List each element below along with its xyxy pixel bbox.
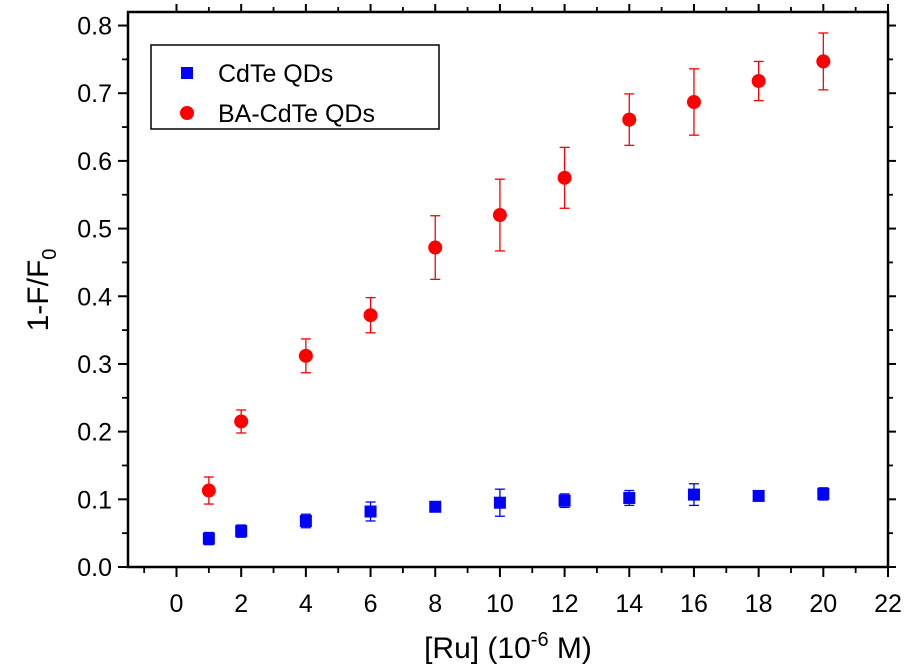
data-point [234, 414, 249, 429]
data-point [752, 489, 765, 502]
y-tick-label: 0.8 [77, 13, 112, 41]
x-tick-label: 6 [364, 590, 378, 618]
y-tick-label: 0.7 [77, 80, 112, 108]
y-tick-label: 0.5 [77, 216, 112, 244]
x-tick-label: 14 [615, 590, 643, 618]
legend: CdTe QDs BA-CdTe QDs [150, 44, 440, 130]
data-point [558, 494, 571, 507]
x-tick-label: 12 [551, 590, 579, 618]
x-tick-label: 22 [874, 590, 902, 618]
y-tick-label: 0.2 [77, 419, 112, 447]
x-tick-label: 18 [745, 590, 773, 618]
data-point [298, 348, 313, 363]
series-ba-cdte-qds [201, 32, 831, 505]
legend-box [150, 44, 440, 130]
x-axis-label: [Ru] (10-6 M) [424, 629, 592, 665]
y-tick-label: 0.6 [77, 148, 112, 176]
data-point [493, 496, 506, 509]
x-tick-label: 0 [170, 590, 184, 618]
y-axis-label: 1-F/F0 [22, 249, 61, 332]
data-point [687, 488, 700, 501]
y-tick-label: 0.4 [77, 283, 112, 311]
data-point [557, 170, 572, 185]
legend-label: BA-CdTe QDs [218, 100, 375, 128]
plot-area [126, 10, 890, 569]
plot-frame [126, 10, 890, 569]
y-tick-label: 0.3 [77, 351, 112, 379]
y-tick-label: 0.0 [77, 554, 112, 582]
x-tick-label: 20 [809, 590, 837, 618]
x-tick-label: 16 [680, 590, 708, 618]
data-point [817, 487, 830, 500]
x-tick-label: 2 [234, 590, 248, 618]
data-point [363, 308, 378, 323]
data-point [623, 491, 636, 504]
data-point [622, 112, 637, 127]
data-point [428, 240, 443, 255]
x-tick-label: 10 [486, 590, 514, 618]
y-tick-label: 0.1 [77, 486, 112, 514]
data-point [202, 532, 215, 545]
data-point [492, 208, 507, 223]
x-tick-label: 4 [299, 590, 313, 618]
data-point [235, 525, 248, 538]
x-tick-label: 8 [428, 590, 442, 618]
legend-marker-square [181, 67, 193, 79]
data-point [429, 500, 442, 513]
series-cdte-qds [202, 483, 830, 546]
data-point [751, 74, 766, 89]
data-point [816, 54, 831, 69]
data-point [201, 483, 216, 498]
data-series [201, 32, 831, 546]
data-point [299, 514, 312, 527]
legend-marker-circle [180, 106, 194, 120]
axes: 0 2 4 6 8 10 12 14 16 18 20 22 0.0 0.1 0.2 0.3 0.4 0.5 0.6… [77, 4, 902, 618]
data-point [364, 505, 377, 518]
data-point [686, 95, 701, 110]
legend-label: CdTe QDs [218, 60, 333, 88]
